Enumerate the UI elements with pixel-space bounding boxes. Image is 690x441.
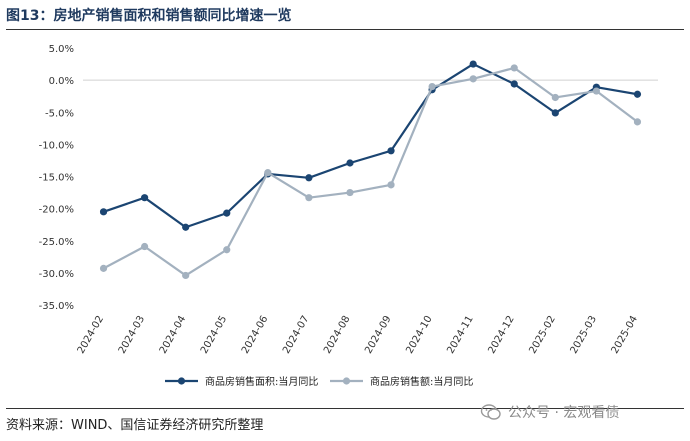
data-point: [305, 174, 313, 182]
data-point: [346, 159, 354, 167]
data-point: [469, 75, 477, 83]
data-point: [633, 90, 642, 98]
data-point: [182, 223, 190, 231]
source-note: 资料来源：WIND、国信证券经济研究所整理: [6, 418, 264, 433]
data-point: [469, 60, 477, 68]
legend-label: 商品房销售面积:当月同比: [205, 375, 318, 388]
footer-divider: [6, 408, 684, 409]
data-point: [551, 93, 559, 102]
data-point: [428, 82, 436, 91]
data-point: [305, 194, 313, 202]
series-line-2: [103, 66, 639, 277]
data-point: [387, 181, 395, 189]
line-chart: 5.0% 0.0% -5.0% -10.0% -15.0% -20.0% -25.0% -30…: [39, 44, 658, 388]
data-point: [633, 118, 642, 126]
data-point: [141, 242, 149, 251]
x-tick-label: 2024-05: [199, 314, 229, 356]
data-point: [141, 194, 149, 202]
y-tick-label: -35.0%: [39, 301, 74, 312]
x-tick-label: 2024-09: [363, 314, 393, 356]
y-tick-label: -25.0%: [39, 237, 74, 248]
data-point: [387, 147, 395, 155]
chart-title: 图13：房地产销售面积和销售额同比增速一览: [6, 8, 292, 24]
x-tick-label: 2025-03: [569, 314, 599, 356]
data-point: [264, 169, 272, 177]
y-tick-label: -5.0%: [45, 108, 74, 119]
legend-label: 商品房销售额:当月同比: [370, 375, 473, 388]
data-point: [182, 271, 190, 280]
data-point: [223, 246, 231, 254]
data-point: [510, 80, 518, 88]
x-tick-label: 2025-02: [527, 314, 557, 356]
x-tick-label: 2024-04: [158, 314, 188, 356]
series-line-1: [103, 62, 638, 229]
x-tick-label: 2025-04: [610, 314, 640, 356]
data-point: [99, 208, 108, 216]
data-point: [592, 87, 600, 95]
y-tick-label: -20.0%: [39, 205, 74, 216]
data-point: [346, 188, 354, 197]
x-tick-label: 2024-02: [76, 314, 106, 356]
x-tick-label: 2024-06: [240, 314, 270, 356]
x-tick-label: 2024-03: [117, 314, 147, 356]
x-tick-label: 2024-11: [445, 314, 475, 356]
y-tick-label: -10.0%: [39, 140, 74, 151]
data-point: [223, 209, 231, 217]
x-tick-label: 2024-08: [322, 314, 352, 356]
x-tick-label: 2024-12: [486, 314, 516, 356]
data-point: [99, 264, 108, 272]
wechat-icon: [480, 404, 501, 420]
title-divider: [6, 29, 684, 30]
legend-swatch-marker: [342, 377, 351, 385]
watermark: 公众号 · 宏观看债: [480, 401, 619, 423]
x-tick-label: 2024-10: [404, 314, 434, 356]
x-tick-label: 2024-07: [281, 314, 311, 356]
watermark-text: 公众号 · 宏观看债: [508, 405, 620, 421]
legend-swatch-marker: [177, 377, 186, 385]
y-tick-label: 5.0%: [49, 44, 74, 55]
data-point: [551, 109, 559, 117]
data-point: [510, 64, 518, 72]
y-tick-label: -30.0%: [39, 269, 74, 280]
y-tick-label: 0.0%: [49, 76, 74, 87]
y-tick-label: -15.0%: [39, 173, 74, 184]
